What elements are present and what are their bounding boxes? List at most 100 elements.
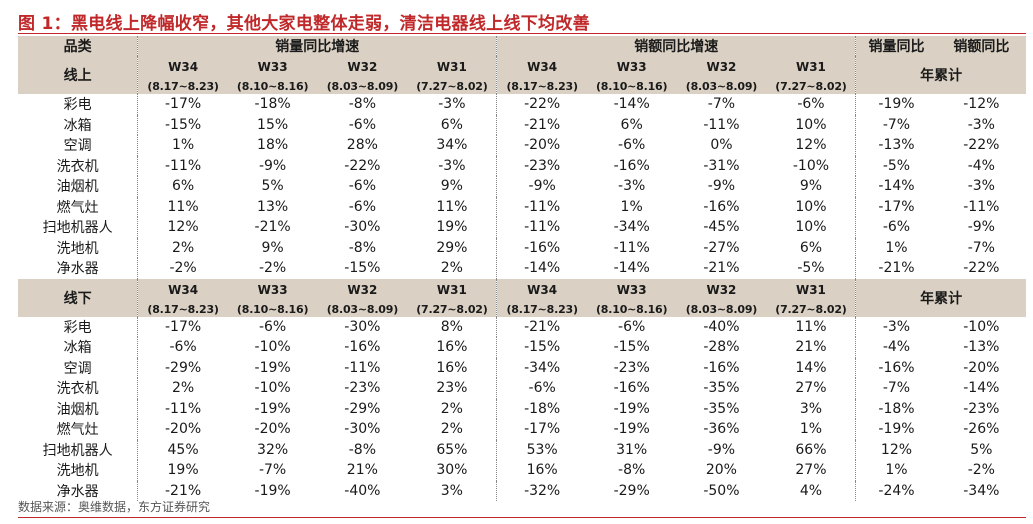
table-cell: -19%	[254, 400, 291, 417]
table-cell: 9%	[799, 178, 823, 195]
week-range: (8.17~8.23)	[506, 80, 578, 93]
table-row: 净水器 -2% -2% -15% 2% -14% -14% -21% -5% -21% -22%	[18, 258, 1026, 279]
table-cell: -9%	[967, 219, 995, 236]
table-cell: -16%	[613, 380, 650, 397]
table-row: 扫地机器人 12% -21% -30% 19% -11% -34% -45% 10% -6% -9%	[18, 217, 1026, 238]
week-header: W33 (8.10~8.16)	[227, 278, 318, 317]
table-cell: -11%	[496, 217, 588, 238]
table-cell: -35%	[703, 400, 740, 417]
table-cell: -16%	[703, 198, 740, 215]
week-range: (8.03~8.09)	[326, 302, 399, 316]
week-label: W33	[257, 60, 288, 74]
table-cell: -24%	[855, 480, 937, 501]
table-cell: -26%	[963, 421, 1000, 438]
table-cell: 23%	[436, 380, 468, 397]
table-cell: 21%	[795, 339, 827, 356]
row-category: 燃气灶	[56, 199, 99, 216]
table-cell: -8%	[348, 441, 376, 458]
table-cell: -23%	[344, 380, 381, 397]
week-range: (8.10~8.16)	[236, 80, 309, 93]
table-cell: -3%	[438, 96, 466, 113]
table-cell: 2%	[137, 378, 228, 399]
table-cell: 10%	[795, 116, 827, 133]
table-cell: -5%	[797, 260, 825, 277]
table-cell: -2%	[967, 462, 995, 479]
table-cell: -19%	[613, 421, 650, 438]
table-cell: -3%	[967, 178, 995, 195]
table-cell: -34%	[613, 219, 650, 236]
week-range: (8.17~8.23)	[506, 302, 578, 316]
table-cell: 16%	[436, 359, 468, 376]
table-cell: 65%	[436, 441, 468, 458]
table-cell: -9%	[258, 157, 287, 174]
offline-header-row: 线下 W34 (8.17~8.23) W33 (8.10~8.16) W32 (8.03~8…	[18, 278, 1026, 317]
table-cell: -20%	[254, 421, 291, 438]
week-range: (8.10~8.16)	[595, 302, 668, 316]
table-cell: 10%	[795, 198, 827, 215]
table-cell: -5%	[855, 155, 937, 176]
table-cell: -6%	[258, 318, 287, 335]
table-cell: -17%	[137, 94, 228, 115]
table-cell: -29%	[344, 400, 381, 417]
table-cell: 27%	[795, 462, 827, 479]
table-row: 油烟机 -11% -19% -29% 2% -18% -19% -35% 3% -18% -23%	[18, 398, 1026, 419]
online-section-label: 线上	[18, 56, 138, 94]
table-cell: -7%	[707, 96, 736, 113]
table-row: 洗衣机 2% -10% -23% 23% -6% -16% -35% 27% -7% -14%	[18, 378, 1026, 399]
table-cell: -14%	[963, 380, 1000, 397]
table-cell: -12%	[963, 96, 1000, 113]
table-cell: -16%	[703, 359, 740, 376]
table-cell: 11%	[436, 198, 468, 215]
week-label: W32	[706, 60, 737, 74]
row-category: 洗衣机	[56, 158, 99, 175]
table-cell: -40%	[703, 318, 740, 335]
ytd-header: 年累计	[855, 56, 1026, 94]
table-cell: -6%	[797, 96, 825, 113]
table-cell: 45%	[137, 439, 228, 460]
table-cell: 1%	[855, 237, 937, 258]
header-value-yoy: 销额同比增速	[496, 36, 856, 56]
table-cell: 6%	[620, 116, 643, 133]
table-row: 彩电 -17% -18% -8% -3% -22% -14% -7% -6% -19% -12%	[18, 94, 1026, 115]
table-cell: 2%	[440, 421, 463, 438]
table-cell: -6%	[496, 378, 588, 399]
table-cell: -50%	[703, 482, 740, 499]
table-cell: -7%	[967, 239, 995, 256]
table-cell: -19%	[254, 482, 291, 499]
table-cell: 12%	[795, 137, 827, 154]
table-cell: -6%	[618, 137, 646, 154]
table-cell: 0%	[710, 137, 733, 154]
table-row: 洗衣机 -11% -9% -22% -3% -23% -16% -31% -10% -5% -4%	[18, 155, 1026, 176]
table-cell: -3%	[967, 116, 995, 133]
table-cell: -21%	[496, 316, 588, 337]
offline-section-label: 线下	[18, 278, 138, 317]
week-label: W31	[436, 282, 467, 297]
week-header: W31 (7.27~8.02)	[407, 56, 497, 94]
table-cell: -16%	[496, 237, 588, 258]
header-volume-yoy: 销量同比增速	[137, 36, 497, 56]
week-label: W33	[257, 282, 288, 297]
table-cell: -14%	[613, 96, 650, 113]
table-cell: -2%	[137, 258, 228, 279]
table-cell: 2%	[137, 237, 228, 258]
table-cell: -4%	[855, 337, 937, 358]
table-cell: 9%	[440, 178, 463, 195]
table-cell: -3%	[618, 178, 646, 195]
table-cell: -11%	[613, 239, 650, 256]
row-category: 燃气灶	[56, 422, 99, 439]
table-cell: -22%	[344, 157, 381, 174]
table-cell: -30%	[344, 219, 381, 236]
table-cell: 13%	[257, 198, 289, 215]
week-header: W34 (8.17~8.23)	[496, 278, 588, 317]
table-cell: 4%	[799, 482, 823, 499]
week-label: W32	[706, 282, 737, 297]
week-range: (8.03~8.09)	[685, 80, 758, 93]
table-cell: -6%	[348, 178, 376, 195]
week-range: (8.17~8.23)	[147, 80, 219, 93]
table-cell: -45%	[703, 219, 740, 236]
week-label: W31	[795, 282, 826, 297]
week-label: W33	[616, 60, 647, 74]
header-ytd-value: 销额同比	[936, 36, 1026, 56]
row-category: 净水器	[56, 483, 99, 500]
row-category: 油烟机	[56, 179, 99, 196]
